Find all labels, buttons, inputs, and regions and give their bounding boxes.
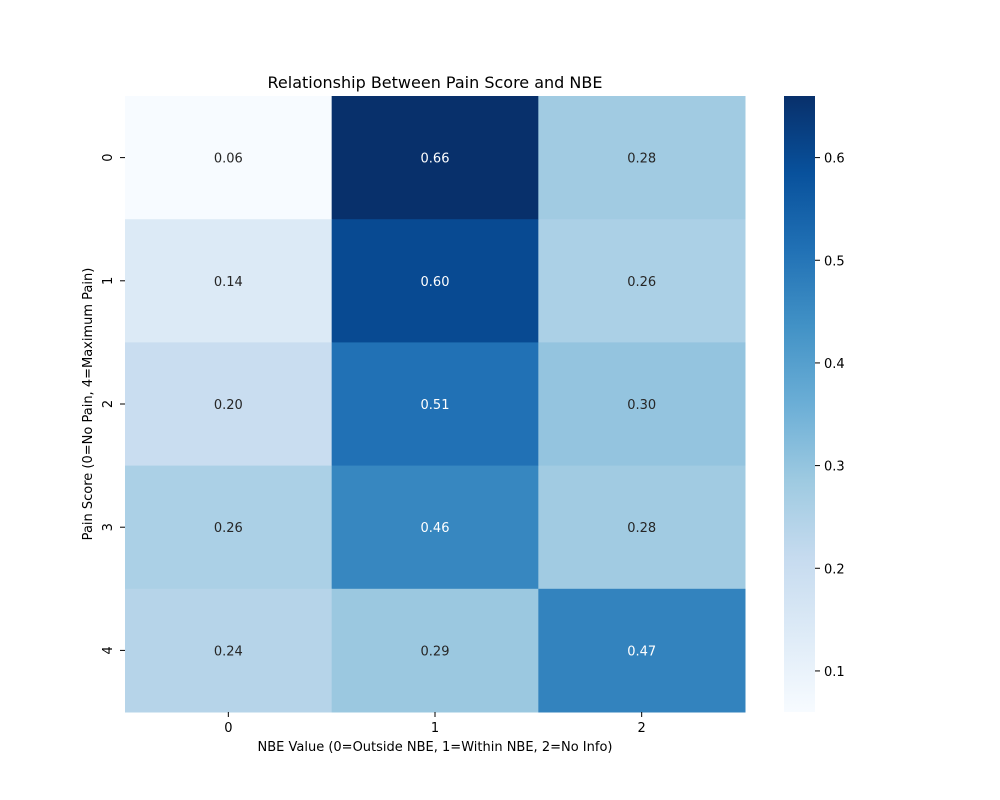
heatmap-cell [538, 96, 746, 220]
y-tick-label: 4 [101, 646, 116, 654]
cell-value-label: 0.60 [421, 275, 450, 290]
x-axis-ticks: 0 1 2 [224, 712, 646, 736]
y-tick-label: 3 [101, 523, 116, 531]
x-tick-label: 0 [224, 721, 232, 736]
heatmap-cell [331, 342, 539, 467]
y-tick-label: 0 [101, 153, 116, 161]
heatmap-cell [125, 342, 333, 467]
cell-value-label: 0.66 [421, 152, 450, 167]
colorbar-tick-label: 0.5 [824, 254, 845, 269]
colorbar-tick-label: 0.2 [824, 562, 845, 577]
chart-title: Relationship Between Pain Score and NBE [268, 73, 603, 92]
heatmap-cell [538, 588, 746, 713]
cell-value-label: 0.46 [421, 521, 450, 536]
cell-value-label: 0.29 [421, 644, 450, 659]
cell-value-label: 0.20 [214, 398, 243, 413]
heatmap-cell [331, 96, 539, 220]
colorbar-ticks: 0.1 0.2 0.3 0.4 0.5 0.6 [815, 152, 845, 680]
heatmap-cell [331, 219, 539, 343]
colorbar-tick-label: 0.3 [824, 460, 845, 475]
x-axis-label: NBE Value (0=Outside NBE, 1=Within NBE, … [258, 740, 613, 755]
y-axis-ticks: 0 1 2 3 4 [101, 153, 125, 655]
heatmap-cell [125, 465, 333, 590]
heatmap-cell [538, 219, 746, 343]
heatmap-cell [125, 588, 333, 713]
cell-value-label: 0.26 [627, 275, 656, 290]
cell-value-label: 0.26 [214, 521, 243, 536]
cell-value-label: 0.06 [214, 152, 243, 167]
colorbar [784, 96, 815, 712]
cell-value-label: 0.24 [214, 644, 243, 659]
y-tick-label: 2 [101, 400, 116, 408]
x-tick-label: 2 [638, 721, 646, 736]
heatmap-cell [538, 465, 746, 590]
heatmap-cell [125, 96, 333, 220]
cell-value-label: 0.51 [421, 398, 450, 413]
colorbar-tick-label: 0.6 [824, 152, 845, 167]
y-axis-label: Pain Score (0=No Pain, 4=Maximum Pain) [81, 268, 96, 541]
colorbar-tick-label: 0.1 [824, 665, 845, 680]
y-tick-label: 1 [101, 277, 116, 285]
heatmap-cell [331, 465, 539, 590]
x-tick-label: 1 [431, 721, 439, 736]
cell-value-label: 0.14 [214, 275, 243, 290]
heatmap-cell [538, 342, 746, 467]
heatmap-cell [331, 588, 539, 713]
cell-value-label: 0.28 [627, 521, 656, 536]
cell-value-label: 0.47 [627, 644, 656, 659]
colorbar-tick-label: 0.4 [824, 357, 845, 372]
cell-value-label: 0.28 [627, 152, 656, 167]
cell-value-label: 0.30 [627, 398, 656, 413]
heatmap-cells: 0.06 0.66 0.28 0.14 0.60 0.26 0.20 0.51 0.30 0.26… [125, 96, 746, 713]
heatmap-cell [125, 219, 333, 343]
